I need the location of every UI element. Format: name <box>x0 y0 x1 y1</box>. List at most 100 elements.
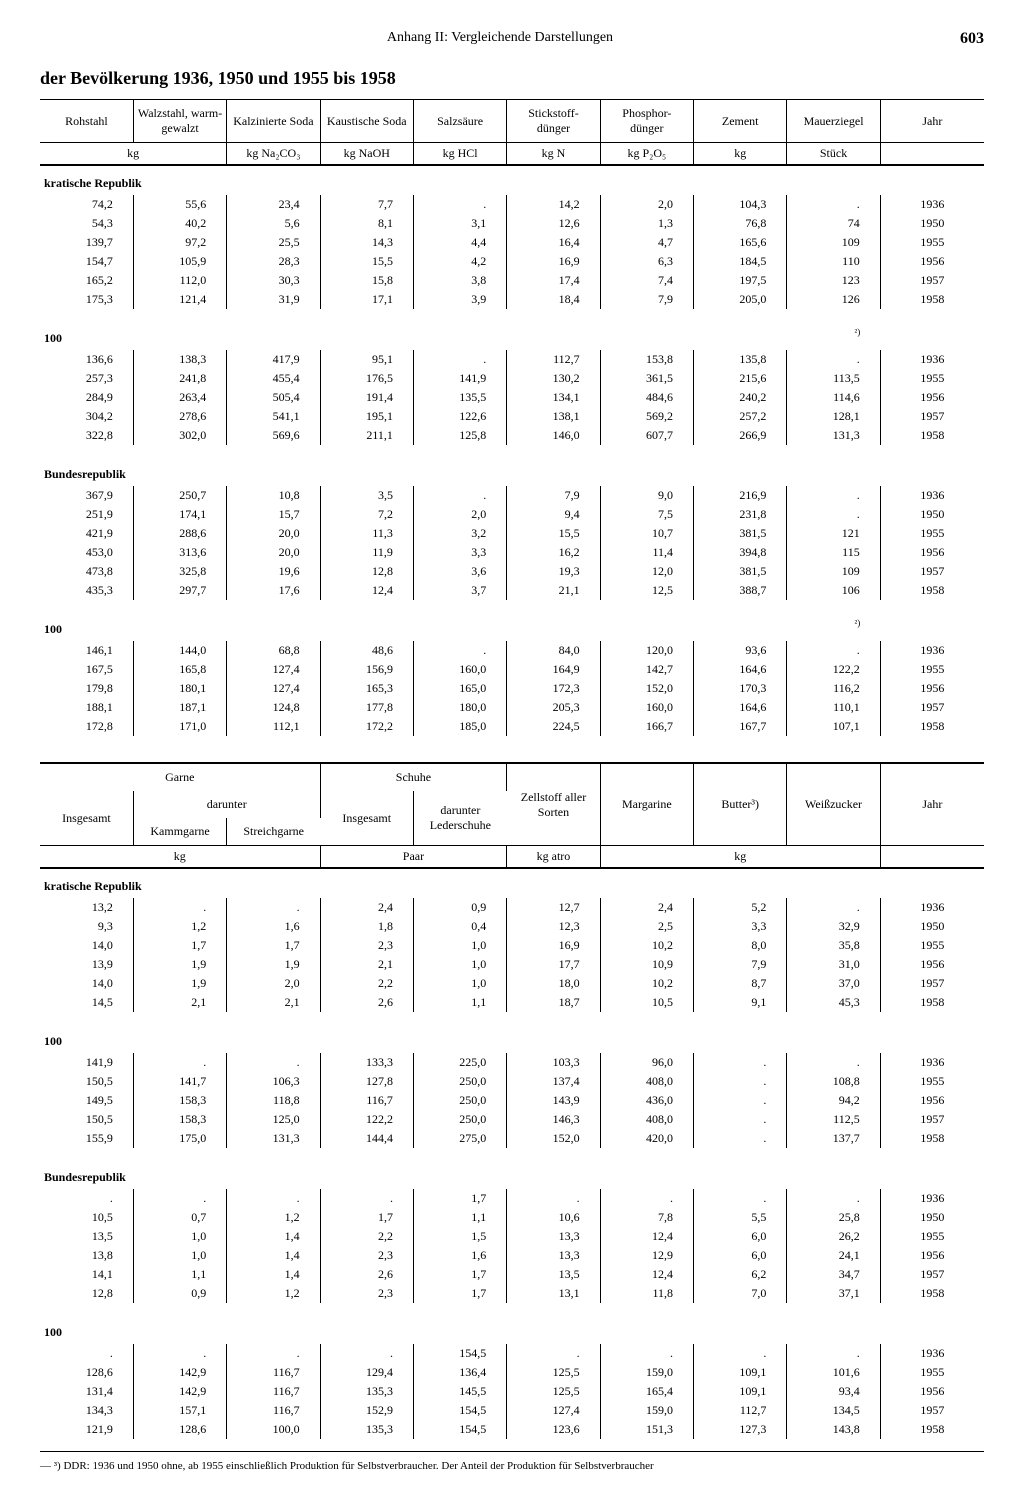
data-cell: 9,1 <box>694 993 787 1012</box>
data-cell: 10,7 <box>600 524 693 543</box>
col-header: Margarine <box>600 764 693 845</box>
data-cell: 76,8 <box>694 214 787 233</box>
data-cell: 157,1 <box>133 1401 226 1420</box>
data-cell: 14,0 <box>40 974 133 993</box>
data-cell: 1,0 <box>413 955 506 974</box>
data-cell: 146,0 <box>507 426 600 445</box>
data-cell: 127,4 <box>227 679 320 698</box>
data-cell: 4,2 <box>413 252 506 271</box>
data-cell: 17,4 <box>507 271 600 290</box>
data-cell: 9,3 <box>40 917 133 936</box>
data-cell: 1956 <box>880 543 984 562</box>
data-cell: 74,2 <box>40 195 133 214</box>
data-cell: 394,8 <box>694 543 787 562</box>
col-header: Jahr <box>880 100 984 142</box>
data-cell: 1936 <box>880 1189 984 1208</box>
data-cell: 1958 <box>880 993 984 1012</box>
data-cell: 12,4 <box>600 1227 693 1246</box>
data-cell: . <box>227 1189 320 1208</box>
data-cell: 108,8 <box>787 1072 880 1091</box>
data-cell: 2,3 <box>320 1284 413 1303</box>
data-cell: 12,6 <box>507 214 600 233</box>
data-cell: 205,0 <box>694 290 787 309</box>
data-cell: 11,3 <box>320 524 413 543</box>
data-cell: . <box>694 1189 787 1208</box>
data-cell: 134,5 <box>787 1401 880 1420</box>
data-cell: 31,0 <box>787 955 880 974</box>
data-cell: 160,0 <box>600 698 693 717</box>
data-cell: 172,2 <box>320 717 413 736</box>
header-center: Anhang II: Vergleichende Darstellungen <box>40 30 960 48</box>
data-cell: 1,1 <box>133 1265 226 1284</box>
data-cell: . <box>413 195 506 214</box>
data-cell: 257,2 <box>694 407 787 426</box>
data-cell: 1957 <box>880 698 984 717</box>
data-cell: 12,0 <box>600 562 693 581</box>
data-cell: 381,5 <box>694 524 787 543</box>
data-cell: 13,1 <box>507 1284 600 1303</box>
data-cell: 1956 <box>880 679 984 698</box>
data-cell: 2,2 <box>320 1227 413 1246</box>
data-cell: 3,2 <box>413 524 506 543</box>
data-cell: 165,8 <box>133 660 226 679</box>
data-cell: 1957 <box>880 974 984 993</box>
data-cell: 12,3 <box>507 917 600 936</box>
data-cell: 123,6 <box>507 1420 600 1439</box>
data-cell: 26,2 <box>787 1227 880 1246</box>
col-header: Garne <box>40 764 320 791</box>
data-cell: . <box>507 1189 600 1208</box>
unit-cell <box>880 143 984 164</box>
data-cell: 19,3 <box>507 562 600 581</box>
data-cell: 129,4 <box>320 1363 413 1382</box>
data-cell: 1956 <box>880 388 984 407</box>
data-cell: 1,4 <box>227 1246 320 1265</box>
data-cell: 1956 <box>880 1091 984 1110</box>
data-cell: . <box>227 1344 320 1363</box>
data-cell: 2,1 <box>133 993 226 1012</box>
data-cell: 1,7 <box>413 1189 506 1208</box>
data-cell: 54,3 <box>40 214 133 233</box>
data-cell: 14,0 <box>40 936 133 955</box>
data-cell: . <box>694 1344 787 1363</box>
data-cell: 31,9 <box>227 290 320 309</box>
col-header: Kalzinierte Soda <box>227 100 320 142</box>
data-cell: 131,4 <box>40 1382 133 1401</box>
data-cell: 114,6 <box>787 388 880 407</box>
unit-cell: kg NaOH <box>320 143 413 164</box>
data-cell: 2,0 <box>227 974 320 993</box>
data-cell: 109 <box>787 562 880 581</box>
data-cell: 0,7 <box>133 1208 226 1227</box>
data-cell: 25,8 <box>787 1208 880 1227</box>
data-cell: 1,2 <box>227 1208 320 1227</box>
data-cell: . <box>787 641 880 660</box>
data-cell: 250,0 <box>413 1072 506 1091</box>
data-cell: 154,5 <box>413 1344 506 1363</box>
data-cell: 131,3 <box>787 426 880 445</box>
data-cell: 1958 <box>880 426 984 445</box>
data-cell: 12,7 <box>507 898 600 917</box>
data-cell: 167,7 <box>694 717 787 736</box>
data-cell: 150,5 <box>40 1072 133 1091</box>
data-cell: 13,9 <box>40 955 133 974</box>
data-cell: 106,3 <box>227 1072 320 1091</box>
data-cell: 17,6 <box>227 581 320 600</box>
data-cell: 84,0 <box>507 641 600 660</box>
data-cell: 7,9 <box>600 290 693 309</box>
data-cell: 116,7 <box>227 1401 320 1420</box>
section-label: Bundesrepublik <box>40 457 984 486</box>
data-cell: 165,3 <box>320 679 413 698</box>
data-cell: 112,7 <box>507 350 600 369</box>
data-cell: 251,9 <box>40 505 133 524</box>
data-cell: 151,3 <box>600 1420 693 1439</box>
data-cell: 159,0 <box>600 1363 693 1382</box>
data-cell: 25,5 <box>227 233 320 252</box>
data-cell: 215,6 <box>694 369 787 388</box>
data-cell: 3,9 <box>413 290 506 309</box>
data-cell: 40,2 <box>133 214 226 233</box>
data-cell: 6,0 <box>694 1246 787 1265</box>
data-cell: 205,3 <box>507 698 600 717</box>
data-cell: . <box>787 898 880 917</box>
data-cell: 1936 <box>880 1053 984 1072</box>
data-cell: 15,5 <box>507 524 600 543</box>
data-cell: 0,9 <box>133 1284 226 1303</box>
